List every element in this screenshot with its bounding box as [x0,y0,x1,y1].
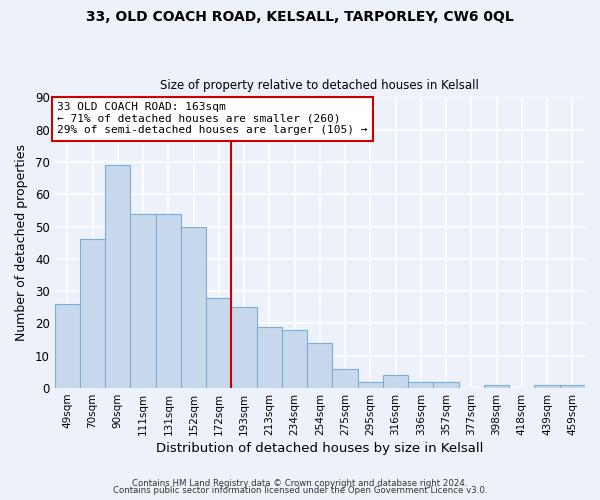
Text: 33, OLD COACH ROAD, KELSALL, TARPORLEY, CW6 0QL: 33, OLD COACH ROAD, KELSALL, TARPORLEY, … [86,10,514,24]
Bar [484,385,509,388]
Bar [535,385,560,388]
Bar [560,385,585,388]
Text: Contains HM Land Registry data © Crown copyright and database right 2024.: Contains HM Land Registry data © Crown c… [132,478,468,488]
Y-axis label: Number of detached properties: Number of detached properties [15,144,28,341]
Bar [332,368,358,388]
Bar [257,326,282,388]
Text: 33 OLD COACH ROAD: 163sqm
← 71% of detached houses are smaller (260)
29% of semi: 33 OLD COACH ROAD: 163sqm ← 71% of detac… [57,102,368,136]
Bar [433,382,459,388]
Bar [307,343,332,388]
Bar [408,382,433,388]
Bar [206,298,232,388]
Bar [232,308,257,388]
Bar [383,375,408,388]
Title: Size of property relative to detached houses in Kelsall: Size of property relative to detached ho… [160,79,479,92]
Bar [105,165,130,388]
Bar [80,240,105,388]
Bar [155,214,181,388]
X-axis label: Distribution of detached houses by size in Kelsall: Distribution of detached houses by size … [156,442,484,455]
Bar [55,304,80,388]
Bar [130,214,155,388]
Bar [181,226,206,388]
Text: Contains public sector information licensed under the Open Government Licence v3: Contains public sector information licen… [113,486,487,495]
Bar [282,330,307,388]
Bar [358,382,383,388]
